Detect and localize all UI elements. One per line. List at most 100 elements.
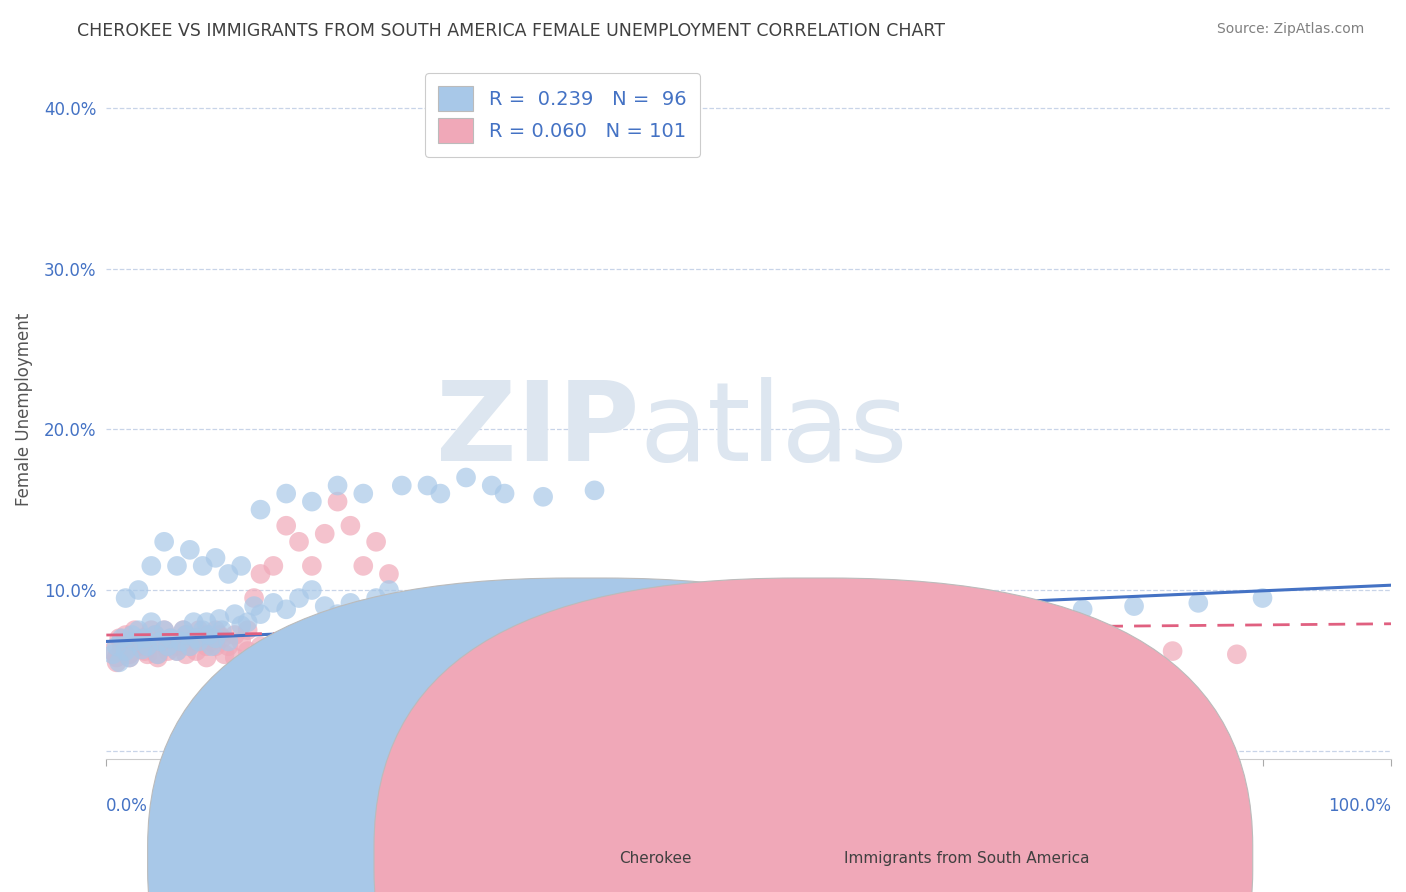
- Text: 0.0%: 0.0%: [107, 797, 148, 815]
- Point: [366, 534, 388, 549]
- Point: [917, 596, 939, 610]
- Point: [429, 591, 451, 605]
- Point: [531, 490, 554, 504]
- Point: [243, 591, 266, 605]
- Point: [159, 632, 181, 646]
- Point: [204, 632, 226, 646]
- Point: [105, 640, 128, 654]
- Point: [276, 518, 298, 533]
- Point: [127, 640, 149, 654]
- Point: [249, 566, 271, 581]
- Point: [156, 644, 179, 658]
- Point: [201, 640, 224, 654]
- Point: [191, 558, 214, 573]
- Point: [609, 599, 631, 613]
- Point: [648, 640, 671, 654]
- Point: [699, 602, 721, 616]
- Point: [249, 607, 271, 621]
- Point: [301, 494, 323, 508]
- Point: [146, 648, 169, 662]
- Point: [1071, 602, 1094, 616]
- Point: [391, 478, 413, 492]
- Point: [673, 596, 696, 610]
- Point: [143, 628, 166, 642]
- Point: [214, 648, 236, 662]
- Point: [236, 624, 259, 638]
- Point: [288, 534, 311, 549]
- Text: Immigrants from South America: Immigrants from South America: [844, 851, 1090, 865]
- Point: [969, 599, 991, 613]
- Point: [1251, 591, 1274, 605]
- Point: [136, 640, 159, 654]
- Point: [481, 478, 503, 492]
- Point: [201, 634, 224, 648]
- Point: [224, 628, 246, 642]
- Point: [378, 644, 401, 658]
- Point: [174, 628, 197, 642]
- Y-axis label: Female Unemployment: Female Unemployment: [15, 312, 32, 506]
- Point: [136, 634, 159, 648]
- Point: [879, 640, 901, 654]
- Point: [224, 607, 246, 621]
- Point: [481, 133, 503, 147]
- Point: [404, 599, 426, 613]
- Point: [111, 632, 134, 646]
- Point: [378, 566, 401, 581]
- Point: [571, 644, 593, 658]
- Point: [339, 518, 361, 533]
- Point: [141, 615, 163, 629]
- Point: [1226, 648, 1249, 662]
- Point: [724, 648, 747, 662]
- Point: [686, 644, 709, 658]
- Point: [288, 650, 311, 665]
- Point: [208, 612, 231, 626]
- Point: [544, 618, 567, 632]
- Point: [243, 599, 266, 613]
- Point: [866, 602, 889, 616]
- Point: [191, 628, 214, 642]
- Point: [183, 615, 205, 629]
- Point: [114, 628, 136, 642]
- Point: [166, 644, 188, 658]
- Point: [153, 534, 176, 549]
- Point: [1123, 599, 1146, 613]
- Point: [187, 624, 209, 638]
- Point: [146, 648, 169, 662]
- Point: [124, 624, 146, 638]
- Point: [814, 599, 837, 613]
- Point: [204, 550, 226, 565]
- Text: CHEROKEE VS IMMIGRANTS FROM SOUTH AMERICA FEMALE UNEMPLOYMENT CORRELATION CHART: CHEROKEE VS IMMIGRANTS FROM SOUTH AMERIC…: [77, 22, 945, 40]
- Point: [494, 640, 516, 654]
- Point: [481, 596, 503, 610]
- Point: [1019, 607, 1042, 621]
- Point: [166, 644, 188, 658]
- Point: [170, 634, 193, 648]
- Point: [314, 526, 336, 541]
- Point: [737, 596, 759, 610]
- Point: [146, 650, 169, 665]
- Point: [124, 634, 146, 648]
- Point: [166, 640, 188, 654]
- Point: [156, 640, 179, 654]
- Point: [131, 642, 153, 657]
- Point: [195, 640, 218, 654]
- Point: [416, 478, 439, 492]
- Point: [149, 634, 172, 648]
- Point: [454, 615, 477, 629]
- Point: [583, 602, 606, 616]
- Point: [276, 486, 298, 500]
- Point: [262, 558, 284, 573]
- Point: [127, 640, 149, 654]
- Point: [352, 558, 374, 573]
- Point: [634, 607, 657, 621]
- Text: Source: ZipAtlas.com: Source: ZipAtlas.com: [1216, 22, 1364, 37]
- Point: [131, 632, 153, 646]
- Point: [841, 644, 863, 658]
- Point: [111, 640, 134, 654]
- Point: [118, 650, 141, 665]
- Point: [673, 618, 696, 632]
- Point: [301, 582, 323, 597]
- Point: [211, 624, 233, 638]
- Point: [981, 644, 1004, 658]
- Point: [531, 648, 554, 662]
